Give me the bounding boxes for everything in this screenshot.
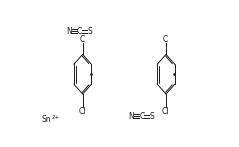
Text: S: S [87,27,92,36]
Text: N: N [66,27,72,36]
Text: Cl: Cl [162,107,169,116]
Text: N: N [128,112,134,121]
Text: 2+: 2+ [52,115,60,120]
Text: Sn: Sn [42,115,52,124]
Text: C: C [139,112,144,121]
Text: Cl: Cl [79,107,86,116]
Text: C: C [163,35,168,44]
Text: S: S [149,112,154,121]
Text: C: C [77,27,82,36]
Text: C: C [80,35,85,44]
